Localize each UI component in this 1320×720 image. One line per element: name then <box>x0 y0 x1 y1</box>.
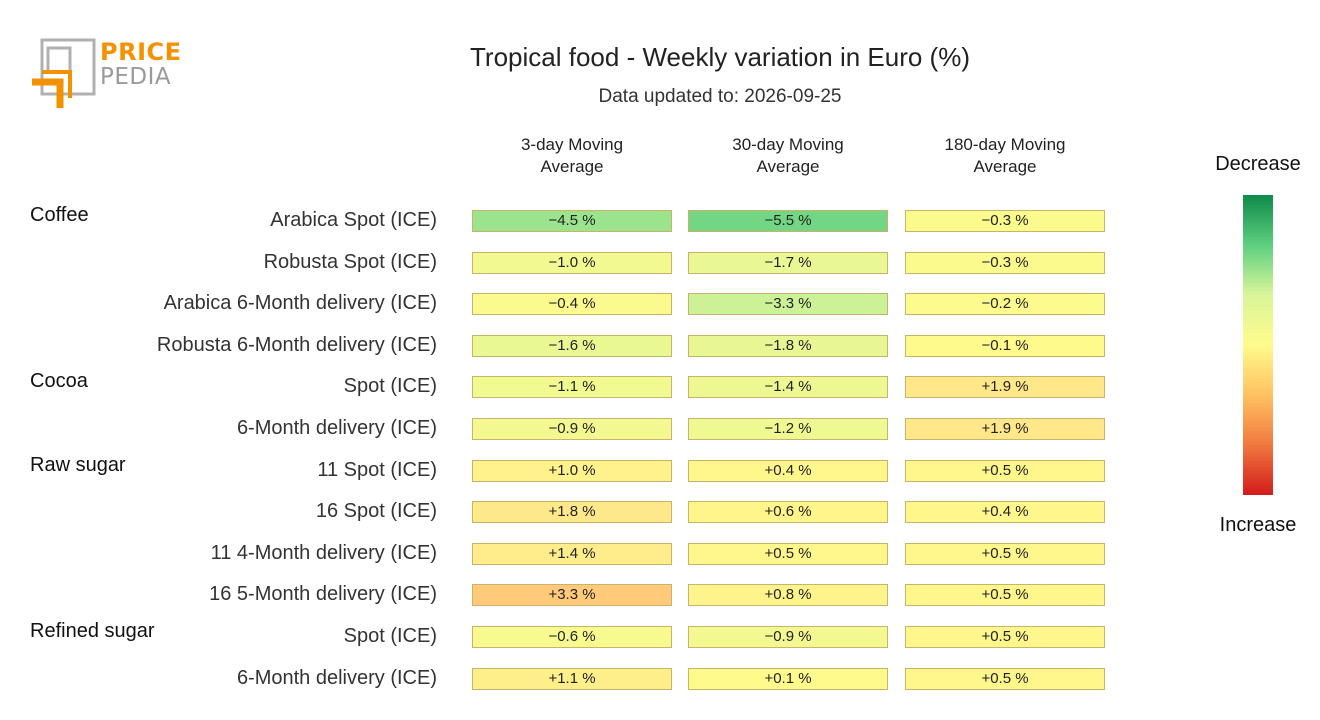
chart-title: Tropical food - Weekly variation in Euro… <box>470 42 970 72</box>
value-cell: +0.5 % <box>905 667 1105 690</box>
column-header: 180-day Moving Average <box>905 134 1105 178</box>
value-cell: +1.0 % <box>472 459 672 482</box>
row-label: 11 4-Month delivery (ICE) <box>210 541 437 564</box>
value-cell: +1.9 % <box>905 376 1105 399</box>
value-cell: +0.5 % <box>688 542 888 565</box>
row-label: Robusta 6-Month delivery (ICE) <box>156 333 437 356</box>
row-label: 11 Spot (ICE) <box>317 458 437 481</box>
value-cell: +0.6 % <box>688 501 888 524</box>
value-cell: −0.9 % <box>688 626 888 648</box>
pricepedia-logo: PRICE PEDIA <box>30 38 190 110</box>
value-cell: +0.5 % <box>905 584 1105 607</box>
column-header-line: Average <box>756 157 820 176</box>
column-header-line: 180-day Moving <box>944 135 1066 154</box>
value-cell: −1.4 % <box>688 376 888 399</box>
value-cell: +0.5 % <box>905 459 1105 482</box>
value-cell: +0.4 % <box>688 459 888 482</box>
value-cell: −1.2 % <box>688 418 888 440</box>
value-cell: +0.1 % <box>688 667 888 690</box>
value-cell: −0.2 % <box>905 293 1105 316</box>
value-cell: −0.9 % <box>472 418 672 440</box>
value-cell: −4.5 % <box>472 210 672 232</box>
chart-subtitle: Data updated to: 2026-09-25 <box>598 86 842 107</box>
value-cell: +1.9 % <box>905 418 1105 440</box>
row-label: 16 5-Month delivery (ICE) <box>209 583 437 606</box>
value-cell: +0.5 % <box>905 626 1105 648</box>
value-cell: −1.7 % <box>688 251 888 274</box>
row-label: Arabica Spot (ICE) <box>270 209 437 231</box>
value-cell: −1.1 % <box>472 376 672 399</box>
scale-top-label: Decrease <box>1215 153 1301 175</box>
logo-text-price: PRICE <box>100 38 182 66</box>
value-cell: −0.1 % <box>905 334 1105 357</box>
row-label: 16 Spot (ICE) <box>315 500 437 523</box>
row-label: Arabica 6-Month delivery (ICE) <box>163 292 437 315</box>
row-label: Robusta Spot (ICE) <box>263 250 437 273</box>
value-cell: +0.8 % <box>688 584 888 607</box>
value-cell: +0.5 % <box>905 542 1105 565</box>
value-cell: −0.3 % <box>905 251 1105 274</box>
column-header-line: 30-day Moving <box>732 135 844 154</box>
row-label: 6-Month delivery (ICE) <box>236 666 437 689</box>
row-label: Spot (ICE) <box>343 625 437 647</box>
value-cell: −5.5 % <box>688 210 888 232</box>
group-label: Cocoa <box>30 370 88 393</box>
color-scale-bar <box>1243 195 1273 495</box>
row-label: Spot (ICE) <box>343 375 437 398</box>
scale-bottom-label: Increase <box>1219 514 1297 536</box>
value-cell: +1.1 % <box>472 667 672 690</box>
value-cell: +0.4 % <box>905 501 1105 524</box>
value-cell: −0.3 % <box>905 210 1105 232</box>
logo-mark-icon <box>32 38 96 108</box>
column-header-line: Average <box>540 157 604 176</box>
value-cell: +1.4 % <box>472 542 672 565</box>
value-cell: −1.0 % <box>472 251 672 274</box>
value-cell: −1.8 % <box>688 334 888 357</box>
value-cell: −0.6 % <box>472 626 672 648</box>
value-cell: −3.3 % <box>688 293 888 316</box>
group-label: Refined sugar <box>30 620 155 642</box>
value-cell: +1.8 % <box>472 501 672 524</box>
column-header: 3-day Moving Average <box>472 134 672 178</box>
value-cell: +3.3 % <box>472 584 672 607</box>
value-cell: −0.4 % <box>472 293 672 316</box>
column-header-line: 3-day Moving <box>520 135 624 154</box>
group-label: Coffee <box>30 204 89 226</box>
group-label: Raw sugar <box>30 453 126 476</box>
logo-text-pedia: PEDIA <box>100 64 172 90</box>
column-header: 30-day Moving Average <box>688 134 888 178</box>
column-header-line: Average <box>973 157 1037 176</box>
row-label: 6-Month delivery (ICE) <box>236 417 437 439</box>
value-cell: −1.6 % <box>472 334 672 357</box>
